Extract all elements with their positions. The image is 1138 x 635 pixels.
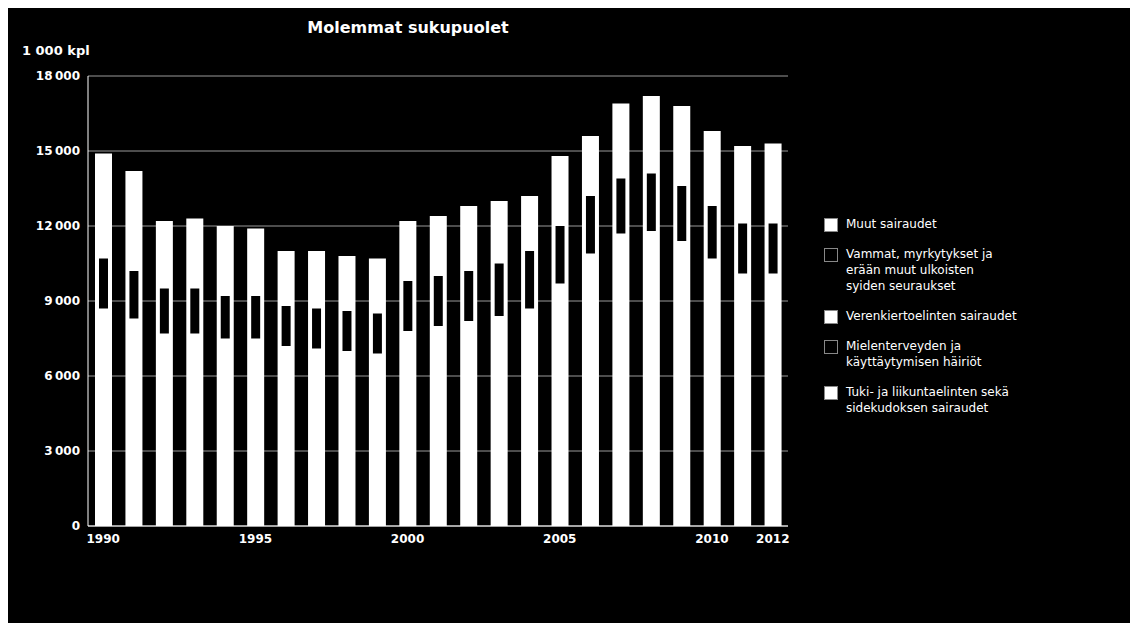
html-text:Molemmat sukupuolet: Molemmat sukupuolet <box>307 18 509 37</box>
svg-text:2010: 2010 <box>695 532 728 546</box>
svg-text:2005: 2005 <box>543 532 576 546</box>
svg-text:1990: 1990 <box>87 532 120 546</box>
svg-text:2012: 2012 <box>756 532 789 546</box>
svg-text:18 000: 18 000 <box>36 69 80 83</box>
svg-text:3 000: 3 000 <box>44 444 80 458</box>
svg-text:2000: 2000 <box>391 532 424 546</box>
html-text:Mielenterveyden ja käyttäytymi: Mielenterveyden ja käyttäytymisen häiriö… <box>846 339 982 369</box>
html-text:Muut sairaudet: Muut sairaudet <box>846 217 937 231</box>
html-text:Tuki- ja liikuntaelinten sekä: Tuki- ja liikuntaelinten sekä sidekudoks… <box>846 385 1009 415</box>
svg-text:0: 0 <box>72 519 80 533</box>
svg-text:9 000: 9 000 <box>44 294 80 308</box>
svg-text:6 000: 6 000 <box>44 369 80 383</box>
svg-text:1995: 1995 <box>239 532 272 546</box>
svg-text:12 000: 12 000 <box>36 219 80 233</box>
html-text:Vammat, myrkytykset ja erään m: Vammat, myrkytykset ja erään muut ulkois… <box>846 247 993 293</box>
svg-text:15 000: 15 000 <box>36 144 80 158</box>
html-text:1 000 kpl: 1 000 kpl <box>22 43 90 58</box>
html-text:Verenkiertoelinten sairaudet: Verenkiertoelinten sairaudet <box>846 309 1017 323</box>
